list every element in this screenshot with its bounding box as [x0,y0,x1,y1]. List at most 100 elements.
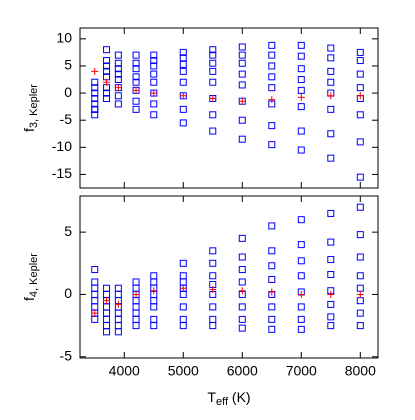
plus-marker [268,96,276,104]
square-marker [238,278,246,286]
square-marker [238,51,246,59]
square-marker [268,275,276,283]
plus-marker [103,297,111,305]
square-marker [238,303,246,311]
square-marker [268,84,276,92]
square-marker [356,57,364,65]
y-axis-label: f3, Kepler [21,84,40,132]
square-marker [132,65,140,73]
plus-marker [150,287,158,295]
square-marker [150,111,158,119]
square-marker [91,278,99,286]
square-marker [209,46,217,54]
x-tick-label: 5000 [168,363,199,379]
square-marker [132,51,140,59]
square-marker [150,272,158,280]
y-label-main: f [21,128,37,132]
square-marker [132,315,140,323]
plus-marker [268,288,276,296]
square-marker [103,290,111,298]
square-marker [179,78,187,86]
square-marker [327,54,335,62]
y-tick-label: 10 [56,30,72,46]
plus-marker [209,95,217,103]
square-marker [132,303,140,311]
square-marker [209,303,217,311]
plus-marker [297,93,305,101]
square-marker [150,51,158,59]
square-marker [114,309,122,317]
plot-frame [79,27,379,189]
plus-marker [356,290,364,298]
square-marker [114,76,122,84]
square-marker [132,322,140,330]
square-marker [297,76,305,84]
square-marker [91,105,99,113]
square-marker [327,271,335,279]
square-marker [327,322,335,330]
y-tick-label: 0 [64,84,72,100]
square-marker [327,44,335,52]
square-marker [268,41,276,49]
square-marker [91,100,99,108]
square-marker [209,51,217,59]
square-marker [103,284,111,292]
square-marker [91,303,99,311]
square-marker [103,322,111,330]
square-marker [179,67,187,75]
square-marker [327,313,335,321]
x-axis-label: Teff (K) [207,389,250,408]
square-marker [114,59,122,67]
plus-marker [179,284,187,292]
y-label-sub: 3, Kepler [28,84,40,128]
square-marker [238,253,246,261]
square-marker [150,100,158,108]
plus-marker [356,92,364,100]
square-marker [91,297,99,305]
square-marker [356,253,364,261]
square-marker [132,73,140,81]
square-marker [114,284,122,292]
square-marker [103,89,111,97]
y-tick-label: 5 [64,223,72,239]
square-marker [103,95,111,103]
square-marker [356,70,364,78]
y-tick-label: -5 [60,347,73,363]
plus-marker [114,84,122,92]
plus-marker [132,290,140,298]
square-marker [179,54,187,62]
square-marker [103,315,111,323]
square-marker [297,65,305,73]
plus-marker [209,285,217,293]
square-marker [91,78,99,86]
square-marker [327,130,335,138]
square-marker [356,111,364,119]
square-marker [114,100,122,108]
square-marker [114,65,122,73]
square-marker [114,92,122,100]
square-marker [209,315,217,323]
square-marker [179,60,187,68]
square-marker [297,325,305,333]
square-marker [132,105,140,113]
plus-marker [103,78,111,86]
square-marker [238,135,246,143]
square-marker [297,52,305,60]
square-marker [268,247,276,255]
square-marker [150,278,158,286]
square-marker [209,78,217,86]
square-marker [91,84,99,92]
square-marker [114,51,122,59]
y-tick-label: -15 [52,165,72,181]
x-tick-label: 7000 [286,363,317,379]
square-marker [103,303,111,311]
square-marker [327,256,335,264]
square-marker [179,48,187,56]
square-marker [150,62,158,70]
square-marker [238,234,246,242]
square-marker [132,297,140,305]
square-marker [268,73,276,81]
square-marker [209,127,217,135]
square-marker [132,284,140,292]
square-marker [132,309,140,317]
